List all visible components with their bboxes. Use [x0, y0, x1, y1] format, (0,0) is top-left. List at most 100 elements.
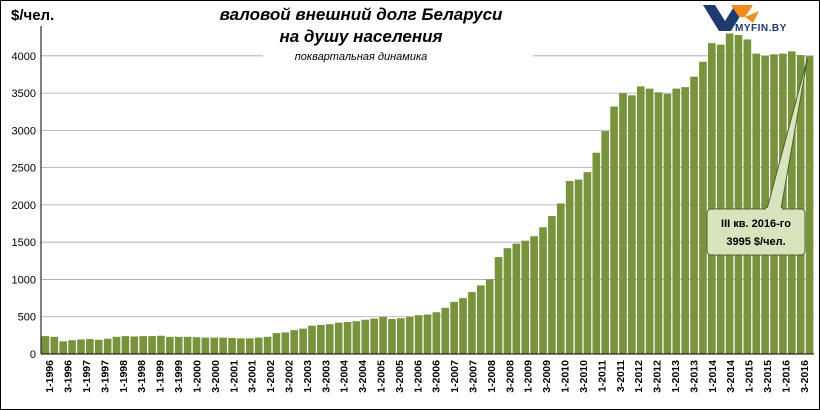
- bar: [681, 87, 689, 354]
- bar: [432, 312, 441, 354]
- bar: [414, 315, 423, 354]
- bar: [672, 88, 681, 355]
- x-tick-label: 3-2004: [357, 360, 369, 393]
- bar: [112, 336, 121, 354]
- callout-line1: III кв. 2016-го: [721, 218, 791, 230]
- bar: [583, 172, 592, 354]
- x-tick-label: 3-2005: [394, 360, 406, 393]
- bar: [521, 240, 530, 354]
- bar: [103, 338, 112, 354]
- y-axis-unit-label: $/чел.: [11, 7, 55, 24]
- x-tick-label: 1-2003: [302, 360, 314, 393]
- logo-text: MYFIN.BY: [735, 23, 787, 34]
- bar: [228, 337, 236, 354]
- bar: [450, 301, 458, 354]
- bar: [636, 86, 645, 354]
- bar: [619, 93, 627, 354]
- bar: [423, 314, 432, 354]
- bar: [708, 43, 716, 355]
- bar: [308, 325, 316, 354]
- bar: [334, 322, 343, 354]
- title-backdrop: [263, 23, 533, 69]
- x-tick-label: 1-2009: [523, 360, 535, 393]
- bar: [281, 332, 290, 354]
- bar: [68, 340, 76, 354]
- bar: [139, 336, 147, 354]
- callout-joint: [766, 208, 782, 211]
- bar: [325, 324, 334, 354]
- x-tick-label: 1-2000: [191, 360, 203, 393]
- y-tick-label: 3000: [12, 125, 36, 137]
- x-tick-label: 1-1999: [155, 360, 167, 393]
- bar: [41, 336, 50, 354]
- bar: [192, 337, 201, 354]
- bar: [201, 337, 210, 354]
- callout-line2: 3995 $/чел.: [726, 236, 785, 248]
- bar: [157, 335, 165, 354]
- x-tick-label: 3-2007: [468, 360, 480, 393]
- x-tick-label: 1-2013: [670, 360, 682, 393]
- bar: [779, 53, 787, 354]
- x-tick-label: 1-2012: [633, 360, 645, 393]
- bar: [299, 328, 307, 354]
- callout-box: [706, 208, 806, 256]
- chart-subtitle: поквартальная динамика: [294, 51, 428, 63]
- bar: [476, 285, 485, 354]
- x-tick-label: 3-1997: [99, 360, 111, 393]
- x-tick-label: 1-2007: [449, 360, 461, 393]
- bar: [370, 318, 379, 354]
- bar: [592, 152, 601, 354]
- bar: [485, 279, 494, 354]
- bar: [468, 292, 476, 354]
- y-tick-label: 1500: [12, 237, 36, 249]
- x-tick-label: 3-1999: [173, 360, 185, 393]
- x-tick-label: 1-2002: [265, 360, 277, 393]
- x-tick-label: 3-2006: [431, 360, 443, 393]
- x-tick-label: 1-2005: [375, 360, 387, 393]
- bar: [503, 248, 512, 354]
- bar: [743, 39, 752, 355]
- x-tick-label: 3-2011: [615, 360, 627, 392]
- bar: [548, 216, 556, 354]
- y-tick-label: 1000: [12, 274, 36, 286]
- x-tick-label: 3-2003: [320, 360, 332, 393]
- bar: [379, 316, 387, 354]
- x-tick-label: 3-2016: [799, 360, 811, 393]
- bar: [539, 227, 547, 354]
- bar: [94, 339, 103, 354]
- bar: [654, 92, 663, 354]
- x-tick-label: 3-2013: [688, 360, 700, 393]
- bar: [290, 330, 299, 354]
- x-tick-label: 1-2015: [744, 360, 756, 393]
- x-tick-label: 1-1996: [44, 360, 56, 393]
- bar: [494, 257, 503, 354]
- x-tick-label: 3-1996: [63, 360, 75, 393]
- bar: [796, 55, 805, 354]
- x-tick-label: 1-2006: [412, 360, 424, 393]
- bar: [210, 337, 219, 354]
- bar: [645, 88, 654, 355]
- bar: [565, 181, 574, 354]
- x-tick-label: 3-2015: [762, 360, 774, 393]
- bar: [716, 44, 725, 354]
- bar: [254, 337, 263, 354]
- bar: [174, 336, 183, 354]
- y-tick-label: 3500: [12, 88, 36, 100]
- y-tick-label: 4000: [12, 51, 36, 63]
- x-tick-label: 1-2016: [780, 360, 792, 393]
- bar: [761, 55, 769, 354]
- x-tick-label: 1-2004: [339, 360, 351, 393]
- bar: [130, 336, 139, 354]
- x-tick-label: 3-2002: [283, 360, 295, 393]
- x-tick-label: 3-2000: [210, 360, 222, 393]
- bar: [787, 51, 796, 354]
- bar: [752, 53, 761, 354]
- bar: [121, 336, 130, 354]
- bar: [77, 339, 85, 354]
- x-tick-label: 3-2001: [247, 360, 259, 393]
- bar: [388, 318, 396, 354]
- bar: [361, 319, 370, 354]
- bar: [166, 336, 174, 354]
- bar: [183, 336, 192, 354]
